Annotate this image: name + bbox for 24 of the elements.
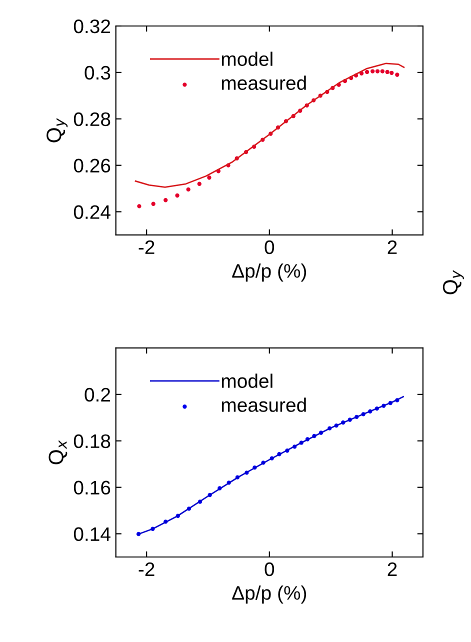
x-axis-title: Δp/p (%) — [232, 264, 306, 282]
x-tick-label: -2 — [138, 562, 154, 576]
y-tick-label: 0.28 — [74, 112, 110, 126]
x-tick-label: 2 — [388, 240, 397, 254]
x-tick-label: 2 — [388, 562, 397, 576]
legend-label: measured — [222, 398, 306, 412]
y-axis-title: Q$_{y}$ — [46, 118, 68, 142]
y-tick-label: 0.26 — [74, 158, 110, 173]
y-axis-title: Q$_{x}$ — [48, 440, 68, 464]
x-tick-label: 0 — [264, 240, 274, 254]
y-tick-label: 0.18 — [74, 434, 110, 448]
legend-label: model — [222, 52, 272, 66]
x-tick-label: 0 — [264, 562, 274, 576]
y-tick-label: 0.2 — [84, 388, 110, 402]
y-tick-label: 0.16 — [74, 480, 110, 495]
y-tick-label: 0.32 — [74, 19, 110, 34]
x-axis-title: Δp/p (%) — [232, 586, 306, 604]
text: Q$_{y}$ — [442, 270, 464, 294]
legend-label: model — [222, 374, 272, 388]
y-tick-label: 0.24 — [74, 205, 110, 219]
y-tick-label: 0.14 — [74, 527, 110, 542]
y-tick-label: 0.3 — [84, 66, 110, 80]
x-tick-label: -2 — [138, 240, 154, 254]
legend-label: measured — [222, 76, 306, 90]
